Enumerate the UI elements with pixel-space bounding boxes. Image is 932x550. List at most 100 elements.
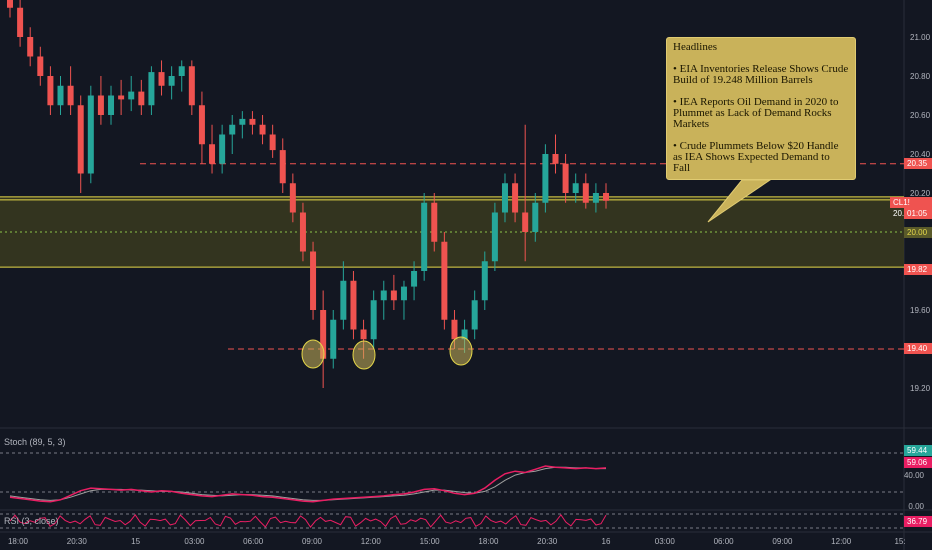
rsi-value-tag: 36.79 bbox=[904, 516, 932, 527]
headlines-title: Headlines bbox=[673, 41, 717, 53]
candle-body bbox=[77, 105, 84, 174]
price-axis-tick: 19.20 bbox=[910, 384, 931, 393]
candle-body bbox=[269, 134, 276, 151]
candle-body bbox=[441, 241, 448, 320]
candle-body bbox=[491, 212, 498, 262]
symbol-price-tag: CL1! 20.16 bbox=[890, 197, 932, 218]
rsi-line bbox=[9, 513, 607, 528]
candle-body bbox=[421, 202, 428, 271]
candle-body bbox=[380, 290, 387, 301]
candle-body bbox=[360, 329, 367, 340]
price-axis-tick: 21.00 bbox=[910, 33, 931, 42]
candle-body bbox=[47, 76, 54, 106]
candle-body bbox=[289, 183, 296, 213]
candle-body bbox=[188, 66, 195, 106]
price-axis-tick: 19.60 bbox=[910, 306, 931, 315]
headline-callout-pointer bbox=[707, 179, 772, 223]
candle-body bbox=[562, 163, 569, 193]
candle-body bbox=[67, 85, 74, 106]
candle-body bbox=[229, 124, 236, 135]
time-axis-tick: 16 bbox=[602, 537, 611, 546]
time-axis-tick: 12:00 bbox=[361, 537, 382, 546]
stoch-d-value-tag: 59.06 bbox=[904, 457, 932, 468]
candle-body bbox=[138, 91, 145, 106]
candle-body bbox=[370, 300, 377, 340]
stoch-d-line bbox=[9, 466, 606, 501]
time-axis-tick: 18:00 bbox=[8, 537, 29, 546]
candle-body bbox=[259, 124, 266, 135]
candle-body bbox=[168, 76, 175, 86]
time-axis-tick: 09:00 bbox=[772, 537, 793, 546]
headlines-annotation[interactable]: Headlines • EIA Inventories Release Show… bbox=[666, 37, 856, 180]
candle-body bbox=[87, 95, 94, 174]
price-axis-tick: 20.40 bbox=[910, 150, 931, 159]
time-axis-tick: 12:00 bbox=[831, 537, 852, 546]
time-axis-tick: 15:00 bbox=[420, 537, 441, 546]
candle-body bbox=[552, 154, 559, 164]
candle-body bbox=[158, 72, 165, 86]
price-axis-tick: 20.60 bbox=[910, 111, 931, 120]
stoch-indicator-label[interactable]: Stoch (89, 5, 3) bbox=[4, 437, 66, 447]
candle-body bbox=[400, 286, 407, 301]
candle-body bbox=[501, 183, 508, 213]
zone-mid-price-tag: 20.00 bbox=[904, 227, 932, 238]
resistance-price-tag: 20.35 bbox=[904, 158, 932, 169]
candle-body bbox=[17, 7, 24, 37]
candle-body bbox=[108, 95, 115, 115]
candle-body bbox=[37, 56, 44, 76]
support-touch-marker bbox=[449, 336, 473, 366]
stoch-axis-tick: 0.00 bbox=[908, 502, 924, 511]
stoch-axis-tick: 40.00 bbox=[903, 471, 924, 480]
countdown-tag: 01:05 bbox=[904, 208, 932, 219]
candle-body bbox=[310, 251, 317, 310]
candle-body bbox=[148, 72, 155, 106]
candle-body bbox=[411, 271, 418, 287]
candle-body bbox=[27, 37, 34, 57]
candle-body bbox=[219, 134, 226, 164]
time-axis-tick: 18:00 bbox=[478, 537, 499, 546]
time-axis-tick: 20:30 bbox=[67, 537, 88, 546]
candle-body bbox=[431, 202, 438, 242]
time-axis-tick: 15: bbox=[894, 537, 905, 546]
candle-body bbox=[57, 85, 64, 106]
time-axis-tick: 20:30 bbox=[537, 537, 558, 546]
last-price: 20.16 bbox=[893, 209, 913, 218]
candle-body bbox=[603, 193, 609, 201]
candle-body bbox=[451, 319, 458, 340]
candle-body bbox=[178, 66, 185, 76]
candle-body bbox=[330, 319, 337, 359]
candle-body bbox=[461, 329, 468, 340]
candle-body bbox=[299, 212, 306, 252]
time-axis-tick: 15 bbox=[131, 537, 140, 546]
candle-body bbox=[471, 300, 478, 330]
zone-low-price-tag: 19.82 bbox=[904, 264, 932, 275]
time-axis-tick: 03:00 bbox=[184, 537, 205, 546]
candle-body bbox=[532, 202, 539, 232]
candle-body bbox=[249, 118, 256, 125]
headline-item: • EIA Inventories Release Shows Crude Bu… bbox=[673, 63, 849, 86]
candle-body bbox=[522, 212, 529, 232]
price-axis-tick: 20.80 bbox=[910, 72, 931, 81]
support-touch-marker bbox=[352, 340, 376, 370]
candle-body bbox=[592, 193, 599, 203]
stoch-k-value-tag: 59.44 bbox=[904, 445, 932, 456]
headline-item: • Crude Plummets Below $20 Handle as IEA… bbox=[673, 140, 839, 174]
candle-body bbox=[481, 261, 488, 301]
candle-body bbox=[512, 183, 519, 213]
time-axis-tick: 03:00 bbox=[655, 537, 676, 546]
candle-body bbox=[320, 310, 327, 359]
stoch-k-line bbox=[9, 465, 607, 503]
candle-body bbox=[390, 290, 397, 301]
candle-body bbox=[279, 150, 286, 184]
headline-item: • IEA Reports Oil Demand in 2020 to Plum… bbox=[673, 96, 839, 130]
symbol-label: CL1! bbox=[893, 198, 910, 207]
candle-body bbox=[118, 95, 125, 100]
rsi-indicator-label[interactable]: RSI (3, close) bbox=[4, 516, 59, 526]
time-axis-tick: 06:00 bbox=[243, 537, 264, 546]
candle-body bbox=[7, 0, 13, 8]
candle-body bbox=[97, 95, 104, 115]
candle-body bbox=[542, 154, 549, 203]
candle-body bbox=[582, 183, 589, 203]
